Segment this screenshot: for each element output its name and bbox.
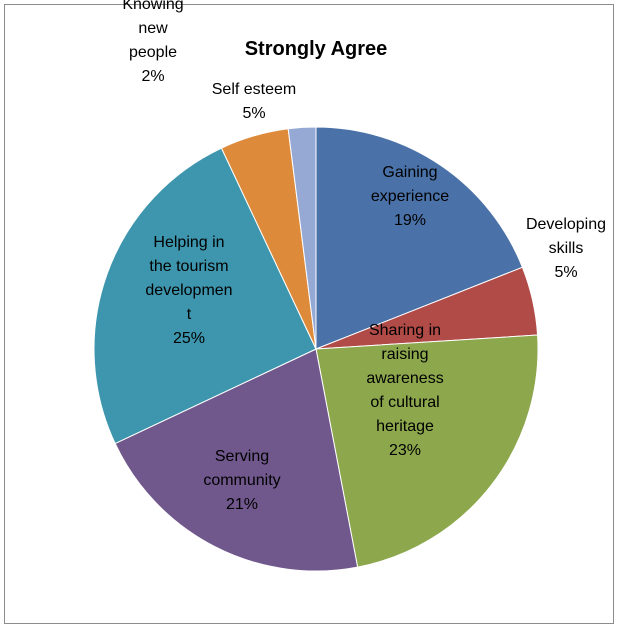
slice-name-label: Sharing in bbox=[369, 322, 441, 339]
slice-name-label: the tourism bbox=[149, 258, 228, 275]
slice-label-5: Helping in the tourism developmen t 25% bbox=[145, 234, 232, 347]
slice-percent-label: 5% bbox=[242, 105, 265, 122]
slice-name-label: Self esteem bbox=[212, 81, 296, 98]
slice-percent-label: 25% bbox=[173, 330, 205, 347]
slice-name-label: new bbox=[138, 20, 168, 37]
chart-area bbox=[4, 4, 614, 624]
slice-name-label: raising bbox=[381, 346, 428, 363]
slice-name-label: Gaining bbox=[382, 164, 437, 181]
slice-label-4: Serving community 21% bbox=[203, 448, 280, 513]
slice-label-2: Developing skills 5% bbox=[526, 216, 606, 281]
slice-percent-label: 2% bbox=[141, 68, 164, 85]
slice-label-1: Gaining experience 19% bbox=[371, 164, 449, 229]
slice-label-6: Self esteem 5% bbox=[212, 81, 296, 122]
pie-slices bbox=[93, 126, 539, 572]
pie-slice-3 bbox=[315, 334, 539, 568]
pie-slice-5 bbox=[93, 147, 317, 445]
slice-label-7: Knowing new people 2% bbox=[122, 0, 183, 85]
slice-percent-label: 23% bbox=[389, 442, 421, 459]
slice-name-label: skills bbox=[549, 240, 584, 257]
slice-name-label: Helping in bbox=[153, 234, 224, 251]
slice-name-label: experience bbox=[371, 188, 449, 205]
slice-name-label: Serving bbox=[215, 448, 269, 465]
slice-percent-label: 19% bbox=[394, 212, 426, 229]
slice-name-label: developmen bbox=[145, 282, 232, 299]
slice-label-3: Sharing in raising awareness of cultural her… bbox=[366, 322, 443, 459]
slice-name-label: community bbox=[203, 472, 280, 489]
slice-percent-label: 5% bbox=[554, 264, 577, 281]
pie-slice-7 bbox=[287, 126, 317, 350]
slice-name-label: awareness bbox=[366, 370, 443, 387]
pie-slice-4 bbox=[114, 348, 359, 572]
chart-title: Strongly Agree bbox=[245, 38, 388, 60]
pie-slice-1 bbox=[315, 126, 524, 350]
slice-name-label: Knowing bbox=[122, 0, 183, 13]
slice-name-label: people bbox=[129, 44, 177, 61]
slice-name-label: of cultural bbox=[370, 394, 439, 411]
slice-name-label: Developing bbox=[526, 216, 606, 233]
slice-name-label: heritage bbox=[376, 418, 434, 435]
slice-name-label: t bbox=[187, 306, 192, 323]
pie-labels: Gaining experience 19% Developing skills 5% Sh… bbox=[122, 0, 606, 513]
slice-percent-label: 21% bbox=[226, 496, 258, 513]
